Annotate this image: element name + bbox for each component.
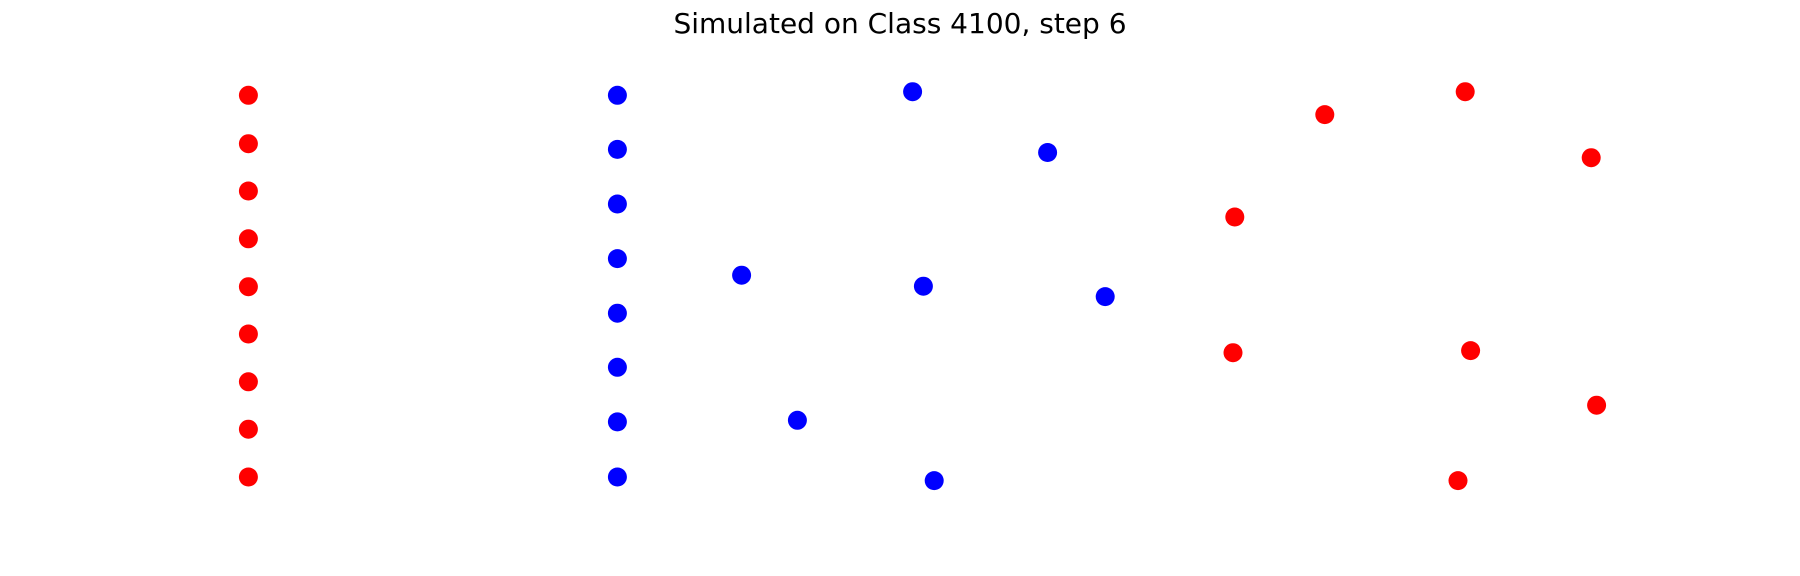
scatter-point-s0-14 bbox=[1461, 341, 1481, 361]
scatter-point-s0-5 bbox=[238, 324, 258, 344]
scatter-point-s1-0 bbox=[607, 85, 627, 105]
scatter-point-s1-10 bbox=[732, 265, 752, 285]
scatter-point-s1-4 bbox=[607, 303, 627, 323]
scatter-point-s0-11 bbox=[1581, 148, 1601, 168]
points-layer bbox=[238, 82, 1607, 491]
scatter-point-s1-3 bbox=[607, 249, 627, 269]
scatter-point-s1-1 bbox=[607, 139, 627, 159]
scatter-point-s1-6 bbox=[607, 412, 627, 432]
scatter-point-s0-12 bbox=[1225, 207, 1245, 227]
chart-title: Simulated on Class 4100, step 6 bbox=[673, 7, 1127, 40]
scatter-point-s1-7 bbox=[607, 467, 627, 487]
scatter-point-s0-9 bbox=[1455, 82, 1475, 102]
scatter-point-s0-16 bbox=[1448, 471, 1468, 491]
scatter-point-s1-2 bbox=[607, 194, 627, 214]
scatter-point-s0-4 bbox=[238, 277, 258, 297]
scatter-point-s1-14 bbox=[924, 471, 944, 491]
scatter-point-s1-12 bbox=[1095, 287, 1115, 307]
scatter-point-s0-0 bbox=[238, 85, 258, 105]
scatter-point-s1-13 bbox=[787, 410, 807, 430]
scatter-point-s0-13 bbox=[1223, 343, 1243, 363]
scatter-point-s1-5 bbox=[607, 357, 627, 377]
scatter-point-s0-6 bbox=[238, 372, 258, 392]
scatter-point-s1-9 bbox=[1038, 143, 1058, 162]
scatter-point-s1-8 bbox=[903, 82, 923, 102]
scatter-point-s0-7 bbox=[238, 419, 258, 439]
scatter-point-s0-2 bbox=[238, 181, 258, 201]
scatter-point-s0-10 bbox=[1315, 105, 1335, 125]
scatter-point-s1-11 bbox=[913, 276, 933, 296]
scatter-point-s0-3 bbox=[238, 229, 258, 249]
scatter-point-s0-1 bbox=[238, 134, 258, 154]
scatter-point-s0-8 bbox=[238, 467, 258, 487]
scatter-point-s0-15 bbox=[1587, 395, 1607, 415]
